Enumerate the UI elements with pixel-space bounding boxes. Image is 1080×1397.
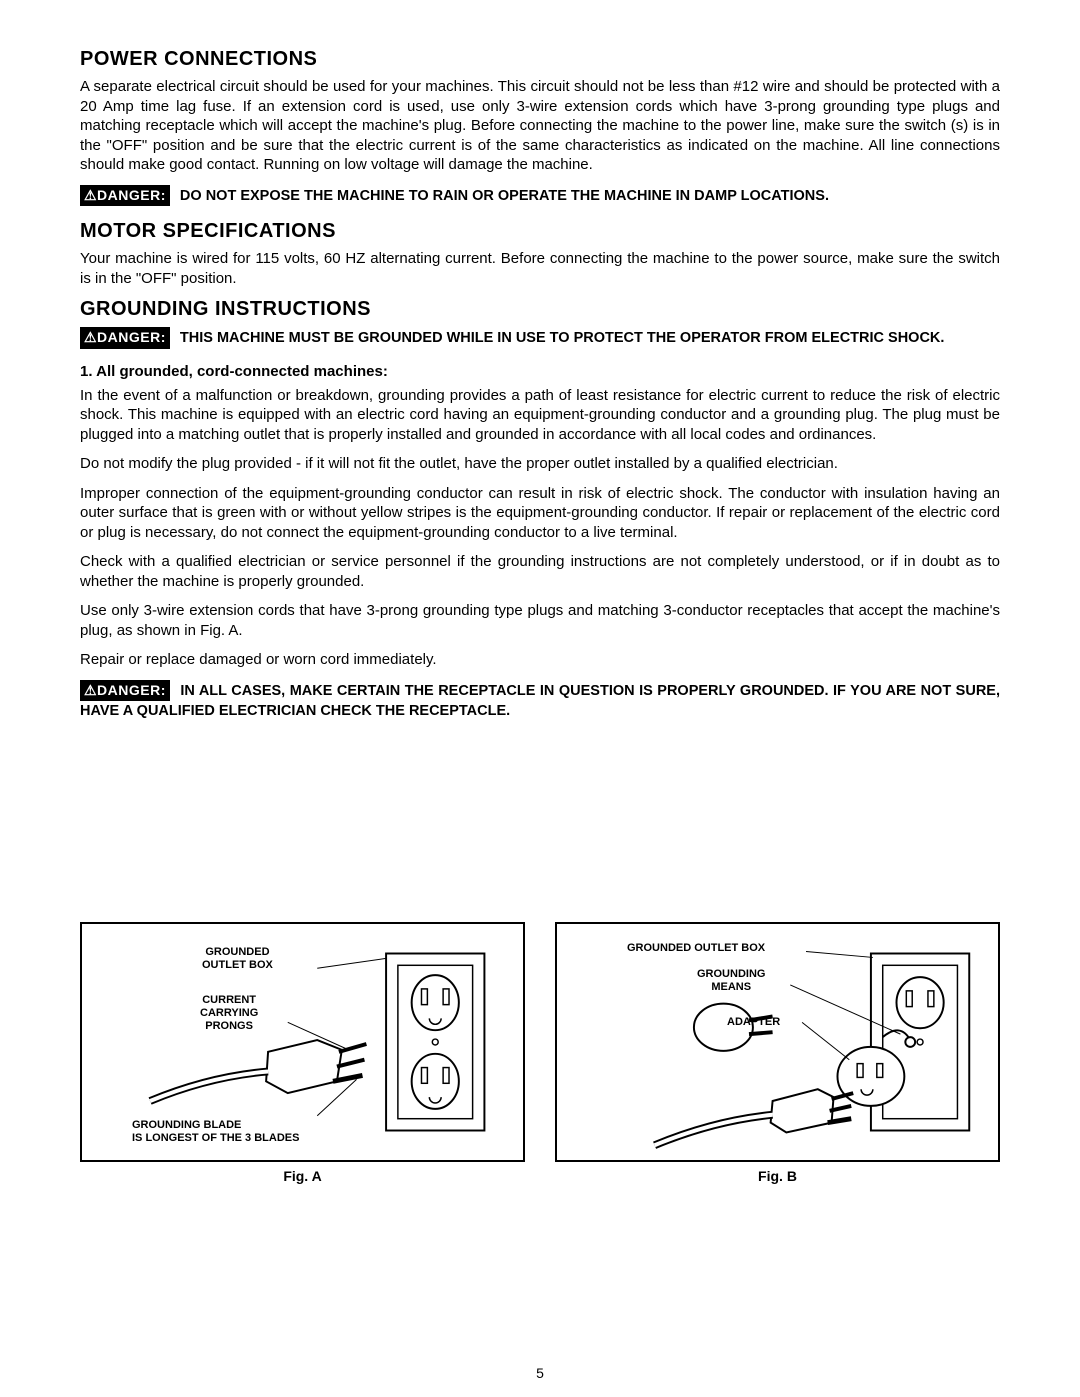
caption-a: Fig. A (80, 1168, 525, 1184)
label-prongs-a: CURRENTCARRYINGPRONGS (200, 994, 258, 1034)
ground-p2: Do not modify the plug provided - if it … (80, 454, 1000, 474)
page-number: 5 (536, 1365, 544, 1381)
figure-b-frame: GROUNDED OUTLET BOX GROUNDINGMEANS ADAPT… (555, 922, 1000, 1162)
heading-power: POWER CONNECTIONS (80, 48, 1000, 71)
heading-ground: GROUNDING INSTRUCTIONS (80, 298, 1000, 321)
danger-text: THIS MACHINE MUST BE GROUNDED WHILE IN U… (180, 330, 945, 346)
label-blade-a: GROUNDING BLADEIS LONGEST OF THE 3 BLADE… (132, 1119, 299, 1145)
ground-p4: Check with a qualified electrician or se… (80, 552, 1000, 591)
figures-row: GROUNDEDOUTLET BOX CURRENTCARRYINGPRONGS… (80, 922, 1000, 1184)
figure-a: GROUNDEDOUTLET BOX CURRENTCARRYINGPRONGS… (80, 922, 525, 1184)
label-outlet-box-b: GROUNDED OUTLET BOX (627, 942, 765, 955)
caption-b: Fig. B (555, 1168, 1000, 1184)
ground-p3: Improper connection of the equipment-gro… (80, 484, 1000, 543)
figure-b-svg (557, 924, 998, 1160)
danger-power: ⚠DANGER: DO NOT EXPOSE THE MACHINE TO RA… (80, 185, 1000, 207)
danger-label: ⚠DANGER: (80, 185, 170, 207)
figure-a-frame: GROUNDEDOUTLET BOX CURRENTCARRYINGPRONGS… (80, 922, 525, 1162)
danger-text: IN ALL CASES, MAKE CERTAIN THE RECEPTACL… (80, 683, 1000, 720)
figure-b: GROUNDED OUTLET BOX GROUNDINGMEANS ADAPT… (555, 922, 1000, 1184)
danger-label: ⚠DANGER: (80, 680, 170, 702)
ground-p1: In the event of a malfunction or breakdo… (80, 386, 1000, 445)
label-adapter-b: ADAPTER (727, 1016, 780, 1029)
para-motor: Your machine is wired for 115 volts, 60 … (80, 249, 1000, 288)
label-outlet-box-a: GROUNDEDOUTLET BOX (202, 946, 273, 972)
danger-ground1: ⚠DANGER: THIS MACHINE MUST BE GROUNDED W… (80, 327, 1000, 349)
danger-label: ⚠DANGER: (80, 327, 170, 349)
ground-p5: Use only 3-wire extension cords that hav… (80, 601, 1000, 640)
ground-p6: Repair or replace damaged or worn cord i… (80, 650, 1000, 670)
danger-text: DO NOT EXPOSE THE MACHINE TO RAIN OR OPE… (180, 188, 829, 204)
item1: 1. All grounded, cord-connected machines… (80, 363, 1000, 380)
label-means-b: GROUNDINGMEANS (697, 968, 765, 994)
danger-ground2: ⚠DANGER: IN ALL CASES, MAKE CERTAIN THE … (80, 680, 1000, 722)
heading-motor: MOTOR SPECIFICATIONS (80, 220, 1000, 243)
para-power: A separate electrical circuit should be … (80, 77, 1000, 175)
